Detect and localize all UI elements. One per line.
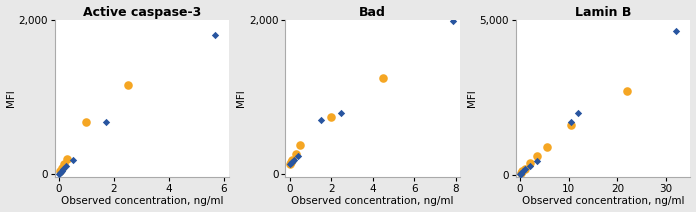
Point: [284, 163, 295, 166]
Y-axis label: MFI: MFI: [467, 89, 477, 107]
Point: [326, 116, 337, 119]
Point: [55, 170, 66, 174]
Point: [285, 160, 296, 164]
Title: Active caspase-3: Active caspase-3: [83, 6, 201, 19]
Point: [377, 76, 388, 80]
Point: [290, 152, 301, 155]
Point: [55, 169, 66, 172]
Point: [54, 172, 65, 175]
Title: Lamin B: Lamin B: [575, 6, 631, 19]
Point: [284, 163, 295, 166]
Point: [524, 165, 535, 168]
Point: [517, 169, 528, 173]
Point: [67, 158, 78, 161]
Point: [58, 163, 70, 166]
Point: [622, 89, 633, 93]
Point: [286, 159, 297, 162]
Point: [56, 166, 68, 170]
Point: [531, 159, 542, 163]
Point: [565, 124, 576, 127]
Point: [294, 143, 306, 147]
Point: [122, 84, 133, 87]
Point: [58, 167, 69, 171]
Point: [336, 111, 347, 114]
Y-axis label: MFI: MFI: [236, 89, 246, 107]
Point: [81, 120, 92, 124]
Point: [60, 164, 71, 168]
Point: [100, 120, 111, 124]
Point: [541, 145, 552, 149]
Point: [519, 167, 530, 170]
Point: [515, 171, 526, 175]
X-axis label: Observed concentration, ng/ml: Observed concentration, ng/ml: [292, 197, 454, 206]
Point: [514, 173, 525, 176]
Point: [670, 29, 681, 32]
Point: [61, 157, 72, 161]
X-axis label: Observed concentration, ng/ml: Observed concentration, ng/ml: [61, 197, 223, 206]
Point: [516, 171, 527, 174]
Point: [210, 33, 221, 37]
Title: Bad: Bad: [359, 6, 386, 19]
Point: [286, 160, 297, 164]
Point: [520, 167, 531, 171]
Point: [447, 20, 458, 23]
Point: [56, 169, 68, 172]
Point: [285, 161, 296, 165]
Point: [565, 120, 576, 124]
X-axis label: Observed concentration, ng/ml: Observed concentration, ng/ml: [522, 197, 684, 206]
Point: [531, 155, 542, 158]
Point: [315, 119, 326, 122]
Point: [524, 161, 535, 165]
Point: [292, 154, 303, 158]
Point: [516, 170, 528, 173]
Point: [54, 171, 65, 174]
Y-axis label: MFI: MFI: [6, 89, 15, 107]
Point: [573, 111, 584, 114]
Point: [515, 172, 526, 175]
Point: [288, 158, 299, 161]
